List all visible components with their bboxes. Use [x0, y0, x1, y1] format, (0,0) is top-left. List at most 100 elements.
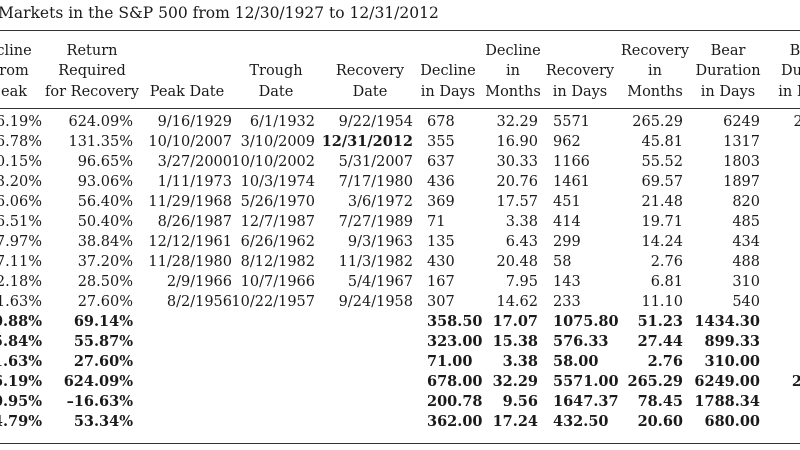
table-cell: 485 [732, 214, 760, 230]
table-cell: 5571.00 [553, 373, 619, 390]
table-cell: 3.38 [505, 214, 538, 230]
table-cell: 3/27/2000 [157, 154, 232, 170]
table-cell: 310 [732, 274, 760, 290]
table-cell: 8/26/1987 [157, 214, 232, 230]
table-cell: 12/12/1961 [148, 234, 232, 250]
table-cell: 10/10/2002 [231, 154, 315, 170]
column-header-6-line-2: Months [485, 83, 541, 100]
column-header-3-line-0: Trough [249, 63, 303, 79]
table-cell: 6.06% [0, 194, 42, 210]
table-cell: 1803 [723, 154, 760, 170]
table-cell: 30.33 [496, 154, 538, 170]
table-cell: 414 [553, 214, 581, 230]
column-header-0-line-0: cline [0, 42, 32, 59]
table-cell: 6.81 [650, 274, 683, 290]
table-cell: 32.29 [496, 114, 538, 130]
table-cell: 6/1/1932 [249, 114, 315, 130]
table-cell: 540 [732, 294, 760, 310]
table-cell: 69.14% [73, 313, 133, 330]
header-rule [0, 108, 800, 109]
table-cell: 10/22/1957 [231, 294, 315, 310]
table-cell: 1.63% [0, 294, 42, 310]
table-cell: 434 [732, 234, 760, 250]
table-cell: 637 [427, 154, 455, 170]
table-cell: 71 [427, 214, 446, 230]
table-cell: 9/24/1958 [338, 294, 413, 310]
column-header-8-line-2: Months [627, 83, 683, 100]
table-cell: 5/4/1967 [347, 274, 413, 290]
column-header-1-line-0: Return [66, 42, 118, 59]
column-header-4-line-0: Recovery [335, 63, 405, 79]
table-cell: 1897 [723, 174, 760, 190]
table-cell: 4.79% [0, 413, 42, 430]
table-cell: 624.09% [63, 373, 133, 390]
table-cell: 0.88% [0, 313, 42, 330]
table-cell: 55.52 [641, 154, 683, 170]
table-cell: 8/12/1982 [240, 254, 315, 270]
column-header-6-line-0: Decline [485, 42, 541, 59]
table-cell: 576.33 [553, 333, 609, 350]
table-cell: 678 [427, 114, 455, 130]
column-header-9-line-2: in Days [700, 83, 756, 100]
table-cell: 1.63% [0, 353, 42, 370]
table-cell: 2/9/1966 [166, 274, 232, 290]
table-cell: 1647.37 [553, 393, 619, 410]
column-header-1-line-2: for Recovery [45, 83, 139, 100]
table-cell: 28.50% [77, 274, 133, 290]
table-cell: 1461 [553, 174, 590, 190]
column-header-5-line-1: in Days [420, 83, 476, 100]
table-cell: 5.84% [0, 333, 42, 350]
table-cell: 17.07 [492, 313, 538, 330]
column-header-4-line-1: Date [352, 83, 388, 100]
table-cell: 69.57 [641, 174, 683, 190]
table-cell: 14.62 [496, 294, 538, 310]
table-cell: 56.40% [77, 194, 133, 210]
table-cell: 1788.34 [694, 393, 760, 410]
column-header-9-line-1: Duration [695, 63, 761, 79]
table-cell: 436 [427, 174, 455, 190]
table-cell: 17.24 [492, 413, 538, 430]
table-cell: 12/31/2012 [321, 133, 413, 150]
table-cell: 5/26/1970 [240, 194, 315, 210]
top-rule [0, 30, 800, 31]
table-cell: 50.40% [77, 214, 133, 230]
table-cell: 432.50 [553, 413, 609, 430]
table-cell: 6249 [723, 114, 760, 130]
table-cell: 488 [732, 254, 760, 270]
table-cell: 78.45 [637, 393, 683, 410]
table-cell: 2.76 [650, 254, 683, 270]
table-cell: 1434.30 [694, 313, 760, 330]
table-cell: 1317 [723, 134, 760, 150]
table-cell: 11/28/1980 [148, 254, 232, 270]
table-cell: 624.09% [68, 114, 133, 130]
table-cell: 323.00 [427, 333, 483, 350]
table-cell: 45.81 [641, 134, 683, 150]
table-cell: 9.56 [502, 393, 538, 410]
table-cell: 93.06% [77, 174, 133, 190]
table-cell: 27.60% [73, 353, 133, 370]
table-cell: 135 [427, 234, 455, 250]
table-cell: 29 [791, 373, 800, 390]
table-cell: 8/2/1956 [166, 294, 232, 310]
table-cell: 265.29 [627, 373, 684, 390]
column-header-10-line-0: B [789, 42, 800, 59]
bottom-rule [0, 443, 800, 444]
table-cell: 29 [793, 114, 800, 130]
table-cell: 355 [427, 134, 455, 150]
table-cell: 11/3/1982 [338, 254, 413, 270]
column-header-0-line-2: eak [0, 83, 27, 100]
table-cell: 7.95 [505, 274, 538, 290]
table-cell: 6/26/1962 [240, 234, 315, 250]
table-cell: 233 [553, 294, 581, 310]
table-cell: 369 [427, 194, 455, 210]
table-cell: 58 [553, 254, 572, 270]
table-cell: 143 [553, 274, 581, 290]
table-cell: 265.29 [632, 114, 683, 130]
table-cell: 20.60 [637, 413, 683, 430]
column-header-3-line-1: Date [258, 83, 294, 100]
table-cell: 19.71 [641, 214, 683, 230]
table-cell: 21.48 [641, 194, 683, 210]
table-cell: 16.90 [496, 134, 538, 150]
table-cell: 3/6/1972 [347, 194, 413, 210]
column-header-1-line-1: Required [58, 63, 126, 79]
